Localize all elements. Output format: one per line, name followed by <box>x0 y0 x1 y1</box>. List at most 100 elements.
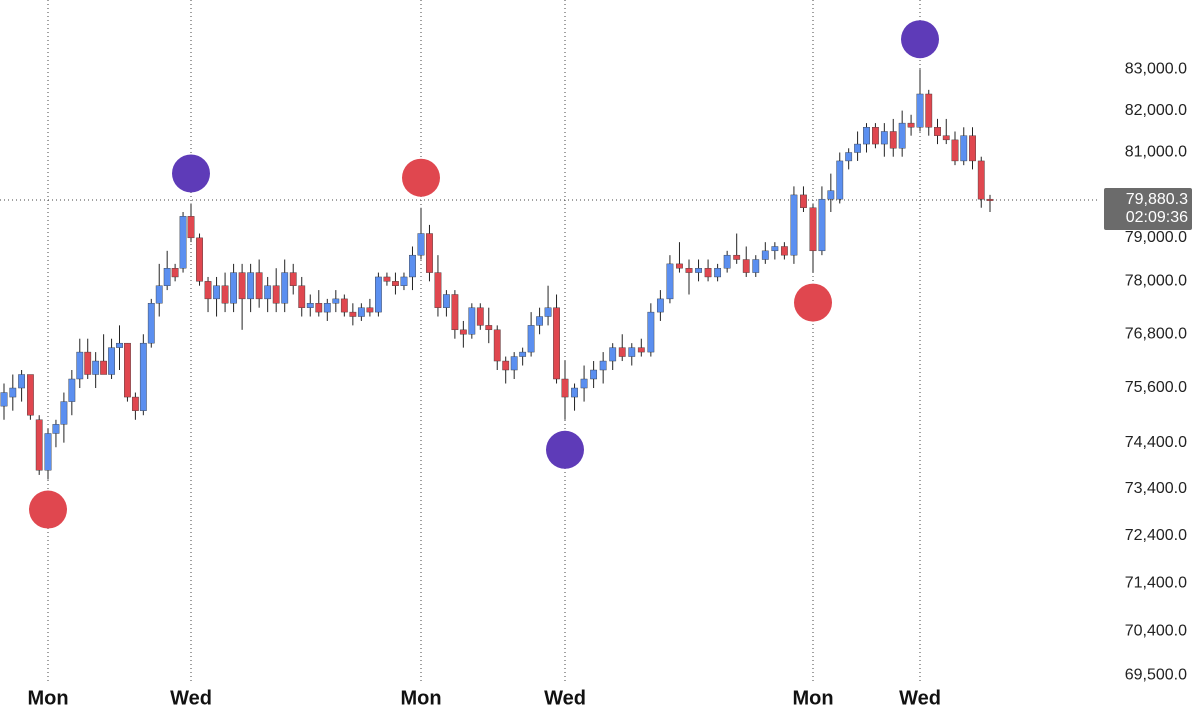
signal-marker <box>901 20 939 59</box>
candle-body <box>9 387 17 398</box>
y-tick-label: 74,400.0 <box>1125 434 1187 451</box>
candle-body <box>561 378 569 398</box>
candle-body <box>752 259 760 273</box>
candle-body <box>872 127 879 145</box>
candle-body <box>366 307 374 313</box>
candle-body <box>131 396 139 411</box>
candle-body <box>986 198 994 201</box>
y-tick-label: 81,000.0 <box>1125 144 1187 161</box>
candle-body <box>934 127 941 136</box>
candle-body <box>519 351 527 357</box>
candle-body <box>349 311 357 317</box>
candle-body <box>139 342 147 411</box>
candle-body <box>818 198 826 252</box>
candle-body <box>409 254 416 278</box>
candle-body <box>383 276 391 282</box>
y-tick-label: 76,800.0 <box>1125 325 1187 342</box>
candle-body <box>76 351 84 380</box>
candle-body <box>255 272 263 300</box>
candle-body <box>340 298 348 313</box>
candle-body <box>880 131 888 145</box>
candle-body <box>925 93 933 128</box>
candle-body <box>52 424 60 434</box>
candle-body <box>426 233 433 273</box>
candle-body <box>332 298 340 304</box>
candle-body <box>44 433 52 471</box>
candle-body <box>375 276 382 313</box>
x-tick-label: Mon <box>400 687 441 709</box>
candle-body <box>907 122 915 128</box>
candle-body <box>695 268 702 273</box>
x-tick-label: Wed <box>544 687 586 709</box>
candle-body <box>609 347 617 362</box>
candle-body <box>863 127 870 145</box>
candle-body <box>714 268 722 278</box>
candle-body <box>647 311 655 353</box>
candle-body <box>666 263 674 300</box>
candle-body <box>84 351 92 375</box>
candle-body <box>854 143 861 153</box>
candle-body <box>493 329 501 362</box>
candle-body <box>733 254 741 260</box>
candle-body <box>771 246 779 252</box>
candle-body <box>790 194 798 256</box>
y-tick-label: 75,600.0 <box>1125 379 1187 396</box>
candle-body <box>960 135 968 162</box>
candle-body <box>468 307 476 335</box>
x-tick-label: Wed <box>170 687 212 709</box>
candle-body <box>637 347 645 353</box>
candle-body <box>163 268 171 286</box>
candle-body <box>35 419 43 471</box>
candle-body <box>289 272 297 286</box>
candle-body <box>116 342 123 348</box>
candle-body <box>590 369 598 380</box>
candle-body <box>761 250 769 260</box>
candle-body <box>685 268 693 273</box>
candle-body <box>845 152 853 162</box>
candle-body <box>298 285 306 308</box>
y-tick-label: 73,400.0 <box>1125 480 1187 497</box>
candle-body <box>827 190 835 200</box>
last-price-label: 79,880.3 <box>1126 191 1188 208</box>
x-tick-label: Wed <box>899 687 941 709</box>
candle-body <box>0 392 8 407</box>
candle-body <box>723 254 731 269</box>
candle-body <box>204 281 212 300</box>
y-tick-label: 82,000.0 <box>1125 102 1187 119</box>
candle-body <box>272 285 280 304</box>
candle-body <box>628 347 636 357</box>
candle-body <box>942 135 950 141</box>
candle-body <box>443 294 450 308</box>
candle-body <box>323 303 331 313</box>
last-price-box <box>1104 188 1192 231</box>
candle-body <box>434 272 442 308</box>
candle-body <box>124 342 131 398</box>
candle-body <box>221 285 229 304</box>
candle-body <box>459 329 467 335</box>
candle-body <box>196 237 203 282</box>
y-tick-label: 69,500.0 <box>1125 666 1187 683</box>
y-tick-label: 72,400.0 <box>1125 527 1187 544</box>
candle-body <box>92 360 100 375</box>
candle-body <box>417 233 425 256</box>
candle-body <box>809 207 817 252</box>
candle-body <box>527 325 535 353</box>
signal-marker <box>172 154 210 193</box>
candle-body <box>544 307 552 317</box>
candle-body <box>742 259 750 273</box>
candle-body <box>580 378 588 389</box>
y-tick-label: 70,400.0 <box>1125 623 1187 640</box>
candle-body <box>306 303 314 308</box>
x-tick-label: Mon <box>27 687 68 709</box>
last-price-time: 02:09:36 <box>1126 209 1188 226</box>
candle-body <box>247 272 255 300</box>
y-tick-label: 83,000.0 <box>1125 60 1187 77</box>
candle-body <box>599 360 607 371</box>
candle-body <box>281 272 289 304</box>
candle-body <box>400 276 408 286</box>
candle-body <box>656 298 664 313</box>
candle-body <box>977 160 985 200</box>
candle-body <box>238 272 246 300</box>
candle-body <box>147 303 155 344</box>
